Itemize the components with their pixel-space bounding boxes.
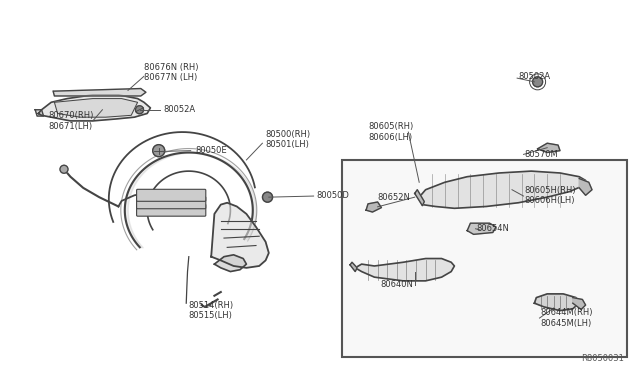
Text: 80052A: 80052A xyxy=(163,105,195,114)
Text: 80502A: 80502A xyxy=(518,72,550,81)
Polygon shape xyxy=(350,262,357,272)
Text: 80644M(RH)
80645M(LH): 80644M(RH) 80645M(LH) xyxy=(541,308,593,328)
Polygon shape xyxy=(573,298,586,310)
Polygon shape xyxy=(35,110,44,116)
Polygon shape xyxy=(38,95,150,121)
Text: 80514(RH)
80515(LH): 80514(RH) 80515(LH) xyxy=(189,301,234,320)
Polygon shape xyxy=(53,89,146,96)
Polygon shape xyxy=(214,255,246,272)
Circle shape xyxy=(136,106,143,114)
Polygon shape xyxy=(415,190,424,206)
Polygon shape xyxy=(538,143,560,153)
Text: 80605(RH)
80606(LH): 80605(RH) 80606(LH) xyxy=(368,122,413,142)
Polygon shape xyxy=(534,294,579,311)
FancyBboxPatch shape xyxy=(136,204,206,216)
Text: 80654N: 80654N xyxy=(477,224,509,233)
Polygon shape xyxy=(211,203,269,268)
Text: 80670(RH)
80671(LH): 80670(RH) 80671(LH) xyxy=(48,111,93,131)
Circle shape xyxy=(153,145,164,157)
Text: 80640N: 80640N xyxy=(381,280,413,289)
Text: 80050E: 80050E xyxy=(195,146,227,155)
Text: 80605H(RH)
80606H(LH): 80605H(RH) 80606H(LH) xyxy=(525,186,577,205)
Polygon shape xyxy=(579,179,592,195)
Text: 80570M: 80570M xyxy=(525,150,559,159)
Bar xyxy=(342,160,627,357)
Circle shape xyxy=(532,77,543,87)
Polygon shape xyxy=(54,99,138,117)
Circle shape xyxy=(60,165,68,173)
Text: R8050031: R8050031 xyxy=(581,355,624,363)
Text: 80652N: 80652N xyxy=(378,193,410,202)
Polygon shape xyxy=(355,259,454,281)
Text: 80676N (RH)
80677N (LH): 80676N (RH) 80677N (LH) xyxy=(144,63,198,82)
Text: 80050D: 80050D xyxy=(317,191,349,200)
FancyBboxPatch shape xyxy=(136,189,206,201)
Text: 80500(RH)
80501(LH): 80500(RH) 80501(LH) xyxy=(266,130,311,149)
Polygon shape xyxy=(366,202,381,212)
Polygon shape xyxy=(467,223,496,234)
Circle shape xyxy=(262,192,273,202)
Polygon shape xyxy=(419,171,586,208)
FancyBboxPatch shape xyxy=(136,197,206,209)
